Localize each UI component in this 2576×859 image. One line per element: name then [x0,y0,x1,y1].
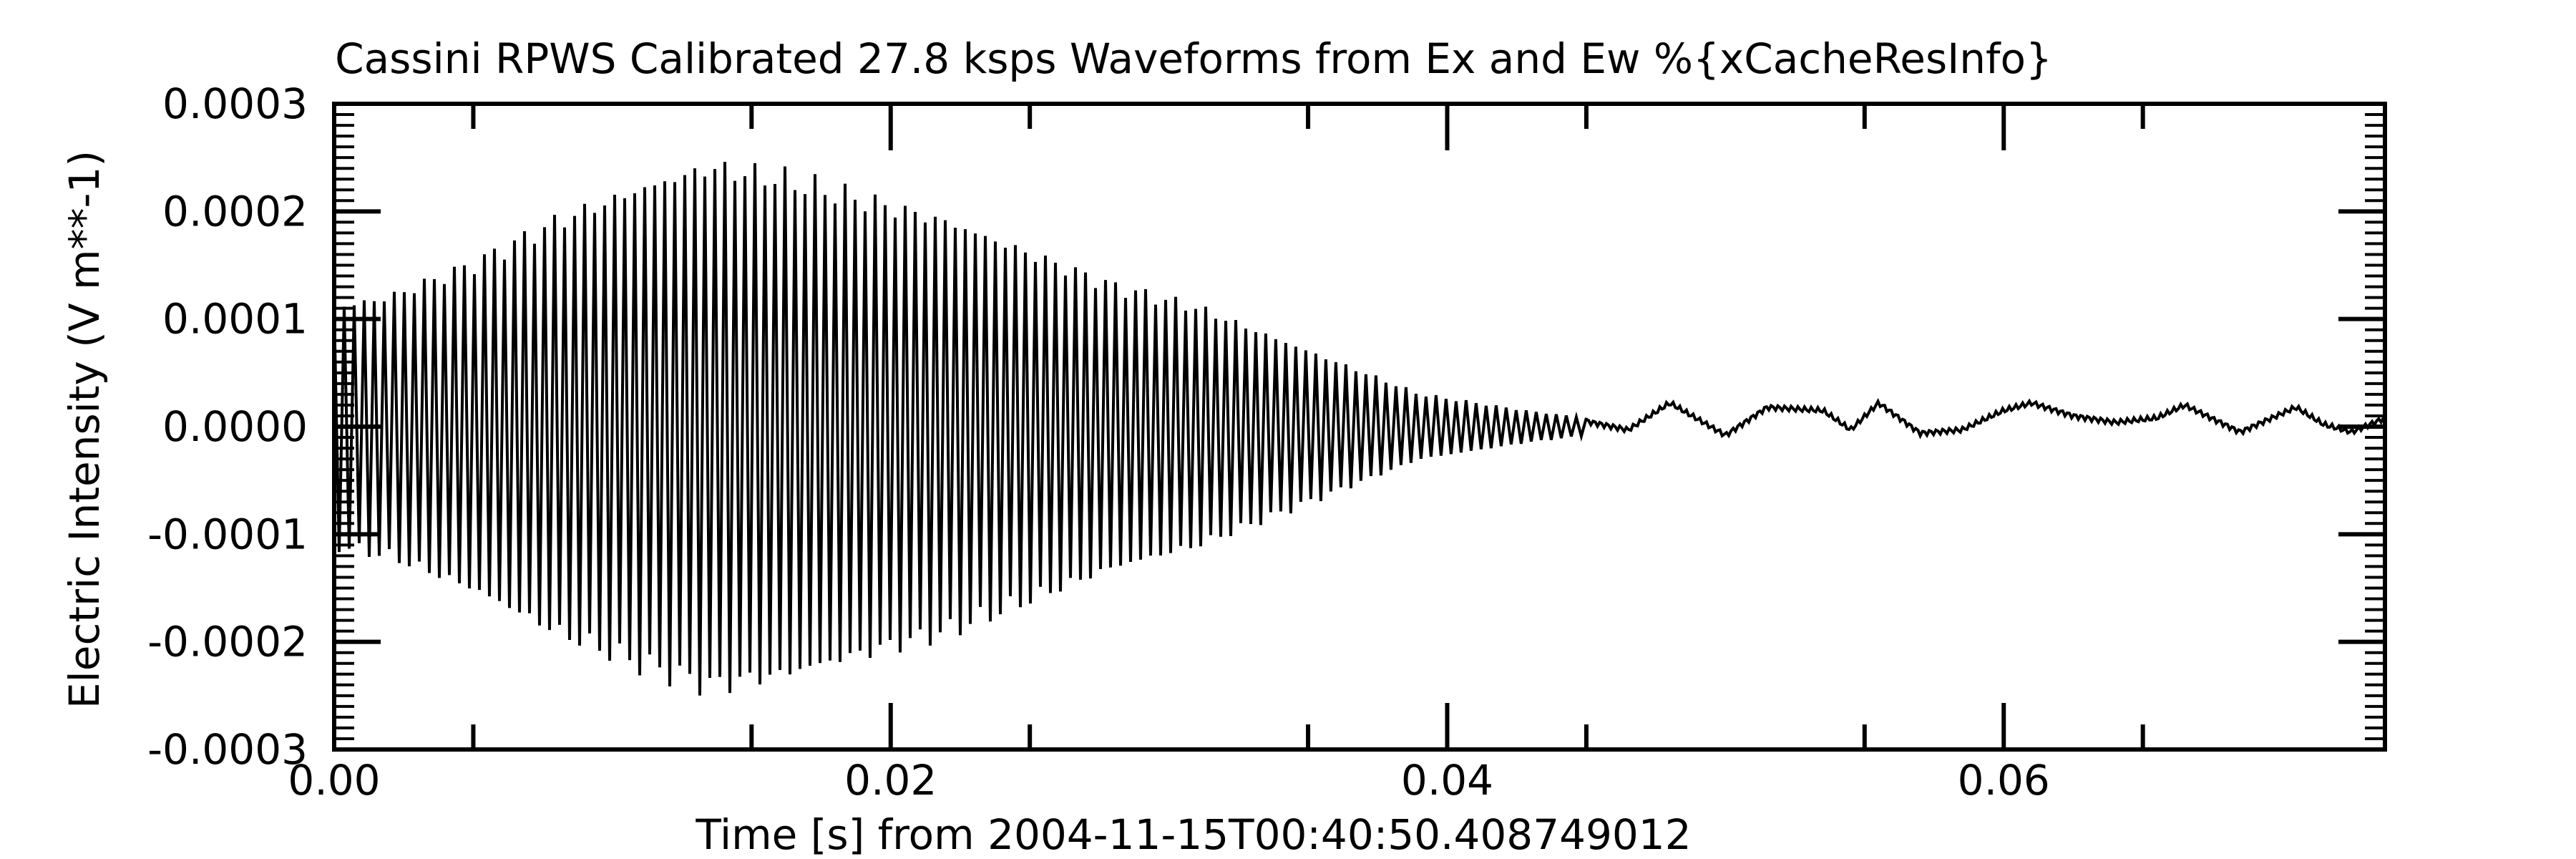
y-tick-label: 0.0001 [162,295,308,344]
x-tick-label: 0.02 [844,756,937,805]
y-tick-label: 0.0002 [162,187,308,236]
x-tick-label: 0.06 [1958,756,2050,805]
x-tick-label: 0.00 [288,756,380,805]
plot-frame [332,102,2387,752]
data-layer [333,162,2385,696]
y-tick-label: -0.0003 [147,725,308,774]
tick-labels: 0.00 0.02 0.04 0.06 0.0003 0.0002 0.0001 0.0000… [147,79,2050,805]
y-tick-label: 0.0000 [162,402,308,451]
x-axis-label: Time [s] from 2004-11-15T00:40:50.408749… [695,810,1691,859]
y-tick-label: 0.0003 [162,79,308,128]
y-tick-label: -0.0002 [147,618,308,666]
chart-title: Cassini RPWS Calibrated 27.8 ksps Wavefo… [335,34,2052,83]
series-line-0 [333,162,2385,696]
y-tick-label: -0.0001 [147,510,308,558]
x-tick-label: 0.04 [1401,756,1493,805]
y-axis-label: Electric Intensity (V m**-1) [60,150,109,709]
